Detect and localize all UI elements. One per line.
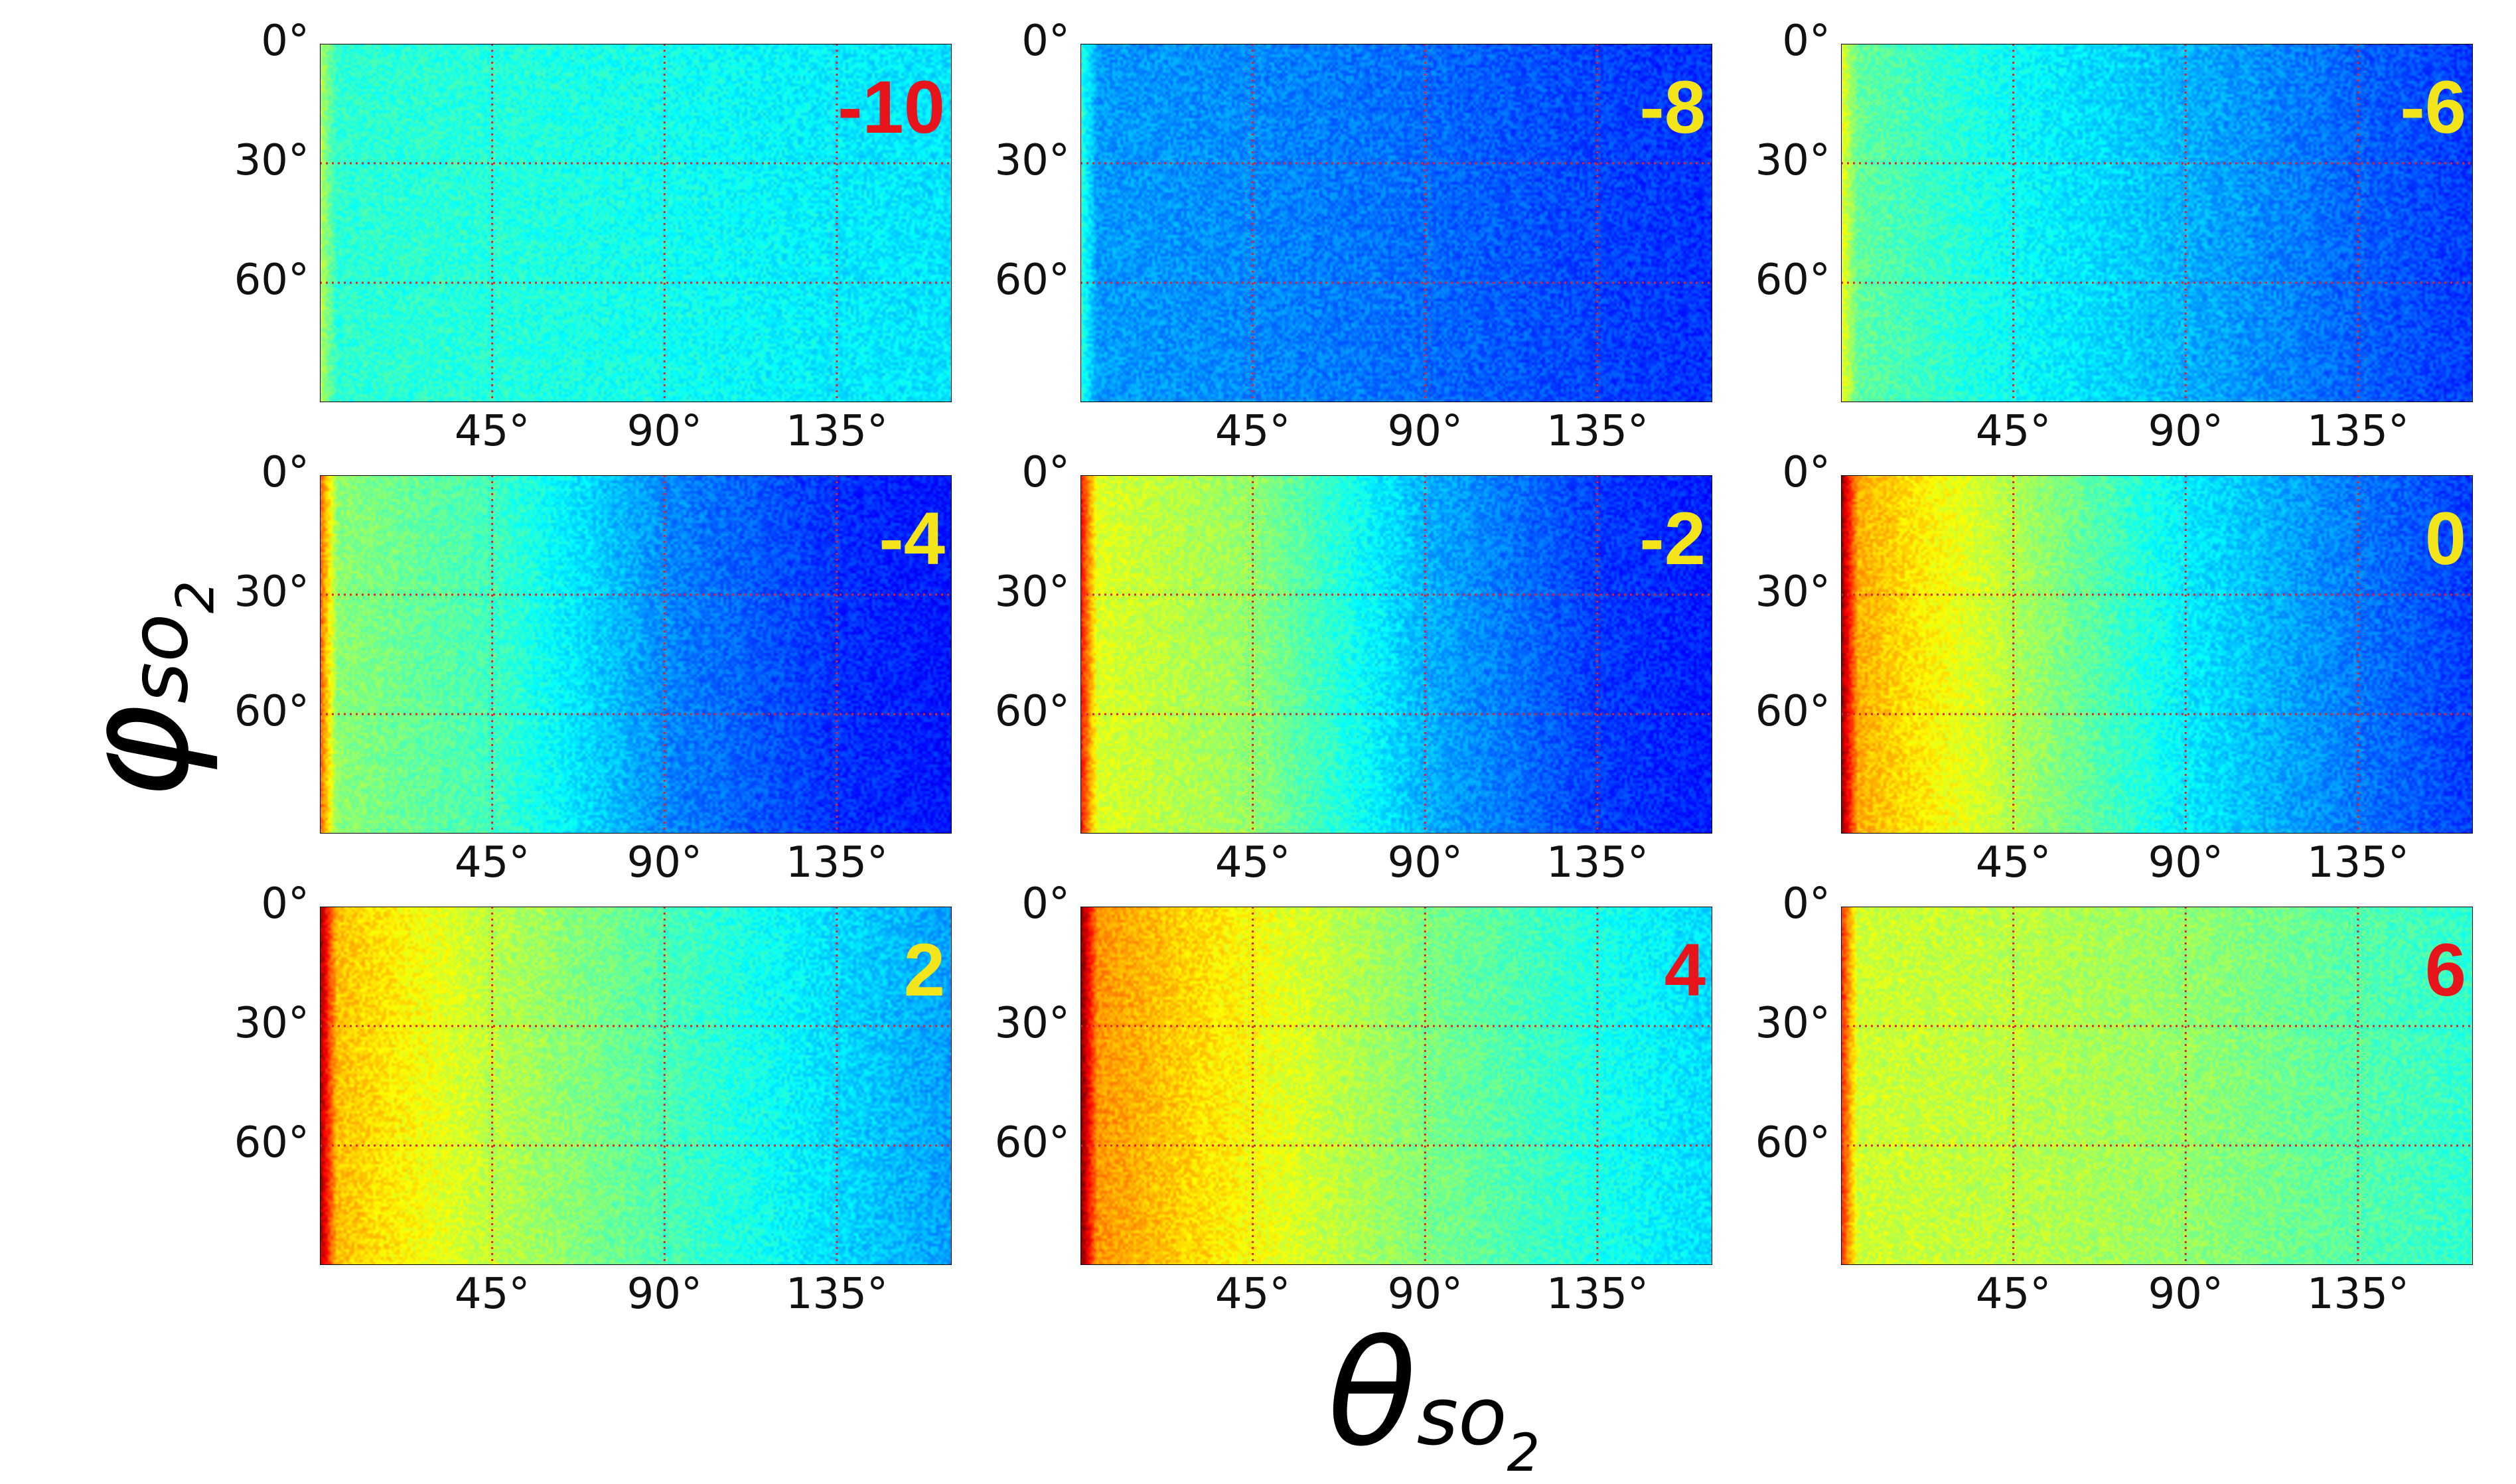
heatmap-panel: -10 0° 30° 60° 45° 90° 135° [234,20,952,453]
y-axis-subscript-num: 2 [166,580,226,614]
heatmap-image [1080,44,1712,402]
y-tick-label: 60° [994,687,1070,736]
x-tick-label: 90° [2148,1270,2223,1319]
heatmap-image [1841,907,2473,1265]
heatmap-panel: -8 0° 30° 60° 45° 90° 135° [995,20,1712,453]
y-tick-label: 60° [1755,687,1830,736]
y-tick-label: 60° [234,687,309,736]
x-tick-label: 135° [2306,838,2409,887]
x-axis-subscript-num: 2 [1507,1424,1540,1483]
x-tick-label: 45° [1975,838,2051,887]
heatmap-panel: -4 0° 30° 60° 45° 90° 135° [234,451,952,884]
heatmap-image [1080,907,1712,1265]
grid-overlay [320,907,952,1265]
y-axis-symbol: φ [51,704,222,800]
y-tick-label: 0° [1021,17,1070,66]
y-tick-label: 0° [1021,879,1070,928]
x-axis-symbol: θ [1327,1309,1417,1479]
y-tick-label: 60° [1755,256,1830,305]
x-tick-label: 135° [1546,838,1649,887]
grid-overlay [320,475,952,834]
x-tick-label: 45° [1215,838,1291,887]
x-tick-label: 45° [454,1270,530,1319]
heatmap-panel: -6 0° 30° 60° 45° 90° 135° [1755,20,2473,453]
x-tick-label: 135° [2306,407,2409,456]
y-tick-label: 0° [261,879,309,928]
grid-overlay [1080,44,1712,402]
x-tick-label: 45° [454,407,530,456]
grid-overlay [1841,44,2473,402]
panel-label: -8 [1639,66,1706,149]
panel-label: 4 [1664,928,1706,1011]
heatmap-panel: 2 0° 30° 60° 45° 90° 135° [234,883,952,1315]
x-tick-label: 90° [2148,838,2223,887]
y-tick-label: 60° [994,256,1070,305]
y-tick-label: 0° [261,448,309,497]
x-tick-label: 45° [454,838,530,887]
x-tick-label: 135° [785,1270,888,1319]
y-tick-label: 60° [234,1118,309,1167]
panel-label: -2 [1639,497,1706,580]
grid-overlay [1080,475,1712,834]
heatmap-image [1841,475,2473,834]
x-tick-label: 45° [1215,1270,1291,1319]
panel-label: -4 [879,497,945,580]
x-tick-label: 90° [2148,407,2223,456]
x-tick-label: 135° [1546,407,1649,456]
x-tick-label: 90° [1387,1270,1463,1319]
y-tick-label: 30° [1755,999,1830,1048]
panel-label: 0 [2424,497,2466,580]
x-tick-label: 135° [785,838,888,887]
y-axis-label: φso2 [13,557,226,823]
x-tick-label: 135° [1546,1270,1649,1319]
y-tick-label: 0° [1782,879,1830,928]
panel-label: 2 [903,928,945,1011]
y-tick-label: 60° [1755,1118,1830,1167]
heatmap-image [320,907,952,1265]
y-tick-label: 30° [994,567,1070,617]
x-tick-label: 45° [1215,407,1291,456]
x-tick-label: 135° [785,407,888,456]
heatmap-image [1841,44,2473,402]
y-tick-label: 0° [1782,17,1830,66]
panel-label: -10 [838,66,945,149]
grid-overlay [1841,475,2473,834]
y-tick-label: 30° [1755,567,1830,617]
heatmap-image [320,44,952,402]
y-tick-label: 30° [994,999,1070,1048]
x-tick-label: 45° [1975,407,2051,456]
x-axis-label: θso2 [1327,1321,1540,1479]
heatmap-image [1080,475,1712,834]
panel-label: 6 [2424,928,2466,1011]
y-tick-label: 0° [1021,448,1070,497]
x-tick-label: 90° [1387,838,1463,887]
y-tick-label: 30° [234,567,309,617]
y-tick-label: 0° [261,17,309,66]
y-tick-label: 30° [1755,136,1830,185]
y-tick-label: 0° [1782,448,1830,497]
heatmap-panel: 4 0° 30° 60° 45° 90° 135° [995,883,1712,1315]
y-tick-label: 30° [234,136,309,185]
y-tick-label: 60° [994,1118,1070,1167]
heatmap-panel: 6 0° 30° 60° 45° 90° 135° [1755,883,2473,1315]
y-axis-subscript: so [113,613,206,704]
heatmap-panel: -2 0° 30° 60° 45° 90° 135° [995,451,1712,884]
grid-overlay [1841,907,2473,1265]
heatmap-image [320,475,952,834]
x-tick-label: 135° [2306,1270,2409,1319]
x-tick-label: 90° [627,838,702,887]
y-tick-label: 30° [234,999,309,1048]
x-tick-label: 90° [627,1270,702,1319]
x-tick-label: 90° [1387,407,1463,456]
grid-overlay [320,44,952,402]
y-tick-label: 60° [234,256,309,305]
heatmap-panel: 0 0° 30° 60° 45° 90° 135° [1755,451,2473,884]
grid-overlay [1080,907,1712,1265]
x-axis-subscript: so [1416,1371,1507,1463]
panel-label: -6 [2400,66,2466,149]
x-tick-label: 45° [1975,1270,2051,1319]
x-tick-label: 90° [627,407,702,456]
y-tick-label: 30° [994,136,1070,185]
